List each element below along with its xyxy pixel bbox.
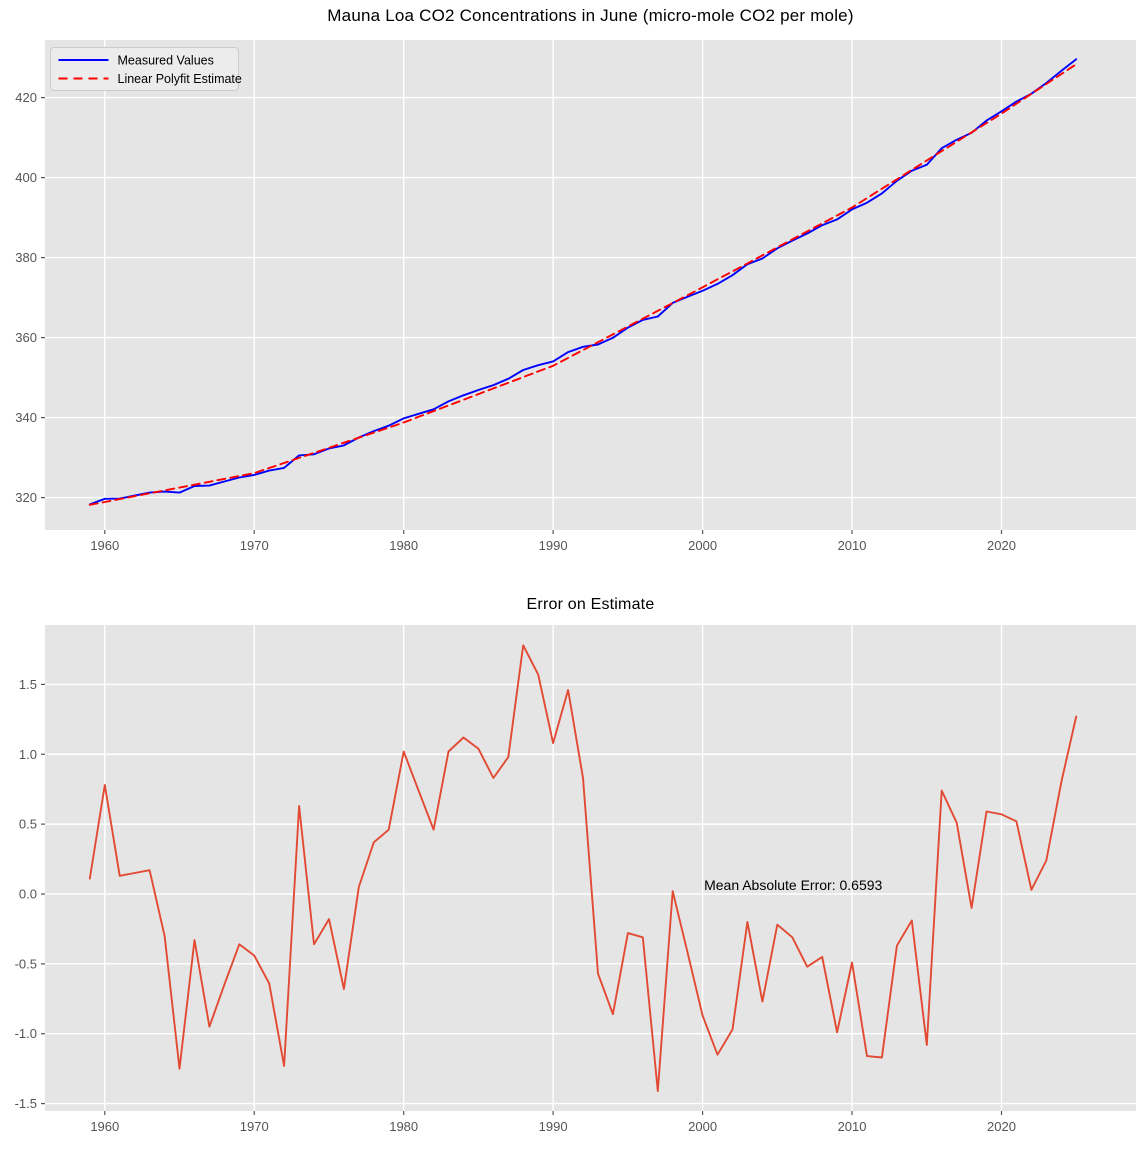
error-chart-title: Error on Estimate [526, 596, 655, 613]
co2-x-tick-label: 2010 [838, 538, 867, 553]
error-x-tick-label: 1990 [539, 1119, 568, 1134]
error-y-tick-label: 0.0 [19, 886, 37, 901]
co2-y-tick-label: 420 [15, 90, 37, 105]
co2-panel [45, 40, 1136, 530]
co2-x-tick-label: 1990 [539, 538, 568, 553]
co2-y-tick-label: 340 [15, 410, 37, 425]
co2-x-tick-label: 2020 [987, 538, 1016, 553]
co2-x-tick-label: 1960 [90, 538, 119, 553]
error-x-tick-label: 2020 [987, 1119, 1016, 1134]
error-x-tick-label: 1970 [240, 1119, 269, 1134]
co2-y-tick-label: 320 [15, 490, 37, 505]
error-y-tick-label: -1.0 [15, 1026, 37, 1041]
co2-x-tick-label: 1980 [389, 538, 418, 553]
error-y-tick-label: 0.5 [19, 817, 37, 832]
co2-chart-title: Mauna Loa CO2 Concentrations in June (mi… [327, 6, 854, 25]
error-x-tick-label: 2000 [688, 1119, 717, 1134]
error-y-tick-label: 1.5 [19, 677, 37, 692]
co2-y-tick-label: 380 [15, 250, 37, 265]
error-y-tick-label: -0.5 [15, 956, 37, 971]
co2-x-tick-label: 2000 [688, 538, 717, 553]
legend-box [50, 47, 239, 91]
co2-x-tick-label: 1970 [240, 538, 269, 553]
error-x-tick-label: 1980 [389, 1119, 418, 1134]
co2-y-tick-label: 400 [15, 170, 37, 185]
error-x-tick-label: 2010 [838, 1119, 867, 1134]
co2-series-measured-values [88, 58, 1078, 506]
error-x-tick-label: 1960 [90, 1119, 119, 1134]
error-y-tick-label: 1.0 [19, 747, 37, 762]
co2-y-tick-label: 360 [15, 330, 37, 345]
legend-label: Linear Polyfit Estimate [118, 72, 242, 86]
error-series-error [88, 644, 1078, 1092]
mae-annotation: Mean Absolute Error: 0.6593 [704, 877, 882, 893]
error-y-tick-label: -1.5 [15, 1096, 37, 1111]
legend-label: Measured Values [118, 54, 214, 68]
